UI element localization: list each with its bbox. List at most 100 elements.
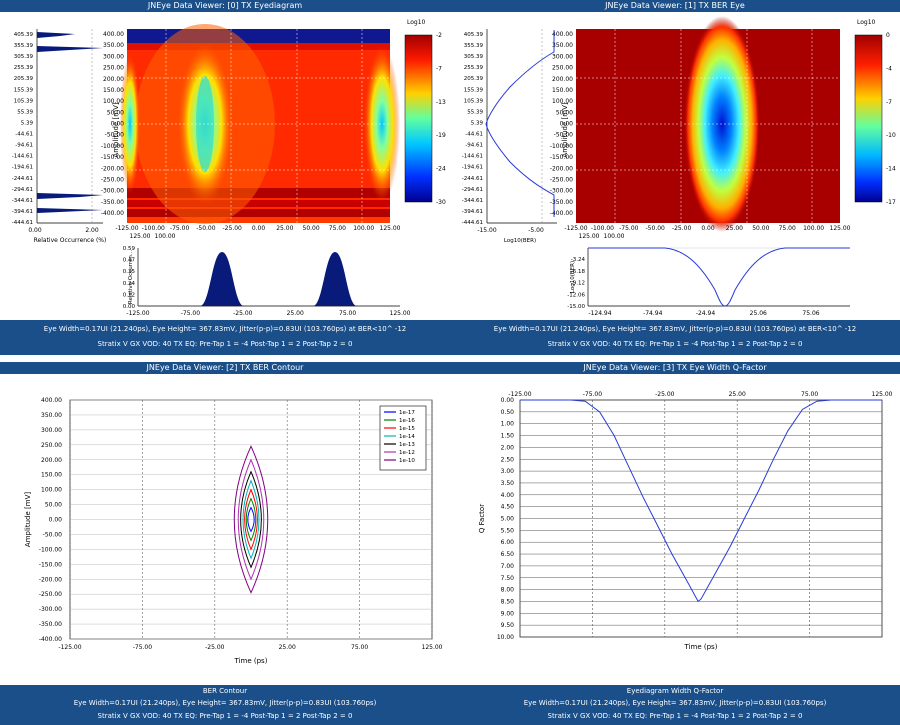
contour-1e-10: [233, 445, 269, 594]
x-tick: -75.00: [583, 391, 603, 398]
x-tick: 50.00: [752, 225, 769, 232]
legend-label: 1e-17: [399, 410, 415, 416]
hist-y-tick: 405.39: [14, 32, 34, 38]
y-tick: 2.00: [501, 444, 515, 451]
eyediagram-plot: 400.00 350.00 300.00 250.00 200.00 150.00 100.…: [12, 19, 446, 317]
y-tick: 4.00: [501, 492, 515, 499]
hist-y-tick: -244.61: [12, 176, 33, 182]
y-tick: 400.00: [552, 31, 573, 38]
colorbar-tick: -7: [886, 99, 892, 106]
y-tick: 50.00: [45, 502, 62, 509]
y-tick: -150.00: [550, 154, 573, 161]
colorbar: [404, 34, 433, 203]
bottom-y-label: Relative Occurren...: [128, 250, 134, 304]
x-tick: 0.00: [701, 225, 715, 232]
contour-1e-14: [242, 479, 260, 560]
y-tick: 400.00: [41, 397, 62, 404]
y-tick: 300.00: [552, 53, 573, 60]
hist-y-tick: 205.39: [14, 76, 34, 82]
left-x-tick: 100.00: [155, 233, 176, 240]
hist-y-tick: 55.39: [17, 109, 33, 115]
y-tick: 350.00: [552, 42, 573, 49]
colorbar-tick: -24: [436, 166, 446, 173]
y-tick: -50.00: [554, 132, 574, 139]
ber-y-tick: 305.39: [464, 54, 484, 60]
y-tick: 8.00: [501, 587, 515, 594]
footer-title: Eyediagram Width Q-Factor: [626, 687, 724, 695]
hist-y-tick: 105.39: [14, 98, 34, 104]
y-tick: 150.00: [41, 472, 62, 479]
config-text: Stratix V GX VOD: 40 TX EQ: Pre-Tap 1 = …: [97, 340, 353, 348]
bottom-y-tick: 0.59: [123, 246, 136, 252]
x-tick: -75.00: [133, 644, 153, 651]
x-tick: 100.00: [353, 225, 374, 232]
bottom-x-tick: -75.00: [181, 310, 201, 317]
ber-eye-plot: 400.00 350.00 300.00 250.00 200.00 150.00 100.…: [462, 16, 896, 317]
panel-footer: BER Contour Eye Width=0.17UI (21.240ps),…: [0, 685, 450, 725]
hist-y-tick: -444.61: [12, 220, 33, 226]
y-tick: 250.00: [41, 442, 62, 449]
y-tick: 7.50: [501, 575, 515, 582]
legend-label: 1e-10: [399, 458, 415, 464]
y-tick: 8.50: [501, 598, 515, 605]
x-tick: -25.00: [672, 225, 692, 232]
colorbar-tick: -4: [886, 65, 892, 72]
y-tick: 1.00: [501, 421, 515, 428]
y-tick: 50.00: [556, 109, 573, 116]
y-tick: 150.00: [552, 87, 573, 94]
y-axis-label: Amplitude [mV]: [561, 102, 569, 157]
y-tick: 0.00: [111, 121, 125, 128]
x-tick: -50.00: [196, 225, 216, 232]
x-tick: 25.00: [729, 391, 746, 398]
y-axis-label: Q Factor: [478, 504, 486, 533]
hist-y-tick: -394.61: [12, 209, 33, 215]
colorbar: [854, 34, 883, 203]
ber-x-label: Log10(BER): [504, 238, 536, 244]
q-factor-plot: 0.00 0.50 1.00 1.50 2.00 2.50 3.00 3.50 4.00 4.50…: [478, 391, 893, 651]
ber-y-tick: -394.61: [462, 209, 483, 215]
ber-y-tick: 255.39: [464, 65, 484, 71]
x-tick: -75.00: [170, 225, 190, 232]
x-tick: 25.00: [279, 644, 296, 651]
x-tick: 125.00: [830, 225, 851, 232]
bottom-x-tick: 75.00: [339, 310, 356, 317]
bathtub-curve: [587, 247, 850, 307]
y-tick: -400.00: [39, 636, 62, 643]
x-tick: 100.00: [803, 225, 824, 232]
y-tick: -250.00: [101, 176, 124, 183]
y-tick: 3.00: [501, 468, 515, 475]
y-tick: 1.50: [501, 433, 515, 440]
y-tick: -200.00: [39, 576, 62, 583]
ber-y-tick: 405.39: [464, 32, 484, 38]
y-tick: -50.00: [43, 531, 63, 538]
colorbar-tick: -30: [436, 199, 446, 206]
y-tick: 9.00: [501, 610, 515, 617]
y-tick: 10.00: [497, 634, 514, 641]
y-tick: 0.00: [49, 517, 63, 524]
contour-1e-16: [245, 497, 257, 542]
y-tick: 9.50: [501, 622, 515, 629]
ber-y-tick: 205.39: [464, 76, 484, 82]
y-tick: -150.00: [101, 154, 124, 161]
ber-contour-plot: 400.00 350.00 300.00 250.00 200.00 150.00 100.…: [24, 397, 443, 665]
bottom-x-tick: -25.00: [233, 310, 253, 317]
bottom-y-tick: 0.12: [123, 292, 135, 298]
x-tick: -100.00: [591, 225, 614, 232]
bottom-y-tick: 0.24: [123, 281, 136, 287]
ber-y-tick: 355.39: [464, 43, 484, 49]
left-x-tick: 125.00: [130, 233, 151, 240]
y-tick: 6.50: [501, 551, 515, 558]
bottom-y-tick: -15.00: [567, 304, 585, 310]
hist-y-tick: -44.61: [15, 132, 33, 138]
colorbar-tick: -14: [886, 166, 896, 173]
panel-tx-eye-width-q-factor: JNEye Data Viewer: [3] TX Eye Width Q-Fa…: [450, 362, 900, 725]
hist-y-tick: 305.39: [14, 54, 34, 60]
y-tick: 200.00: [103, 76, 124, 83]
y-tick: -200.00: [550, 165, 573, 172]
y-tick: 150.00: [103, 87, 124, 94]
x-tick: -125.00: [508, 391, 531, 398]
hist-y-tick: -344.61: [12, 198, 33, 204]
hist-y-tick: -294.61: [12, 187, 33, 193]
eye-metrics-text: Eye Width=0.17UI (21.240ps), Eye Height=…: [73, 699, 377, 707]
y-tick: -200.00: [101, 165, 124, 172]
